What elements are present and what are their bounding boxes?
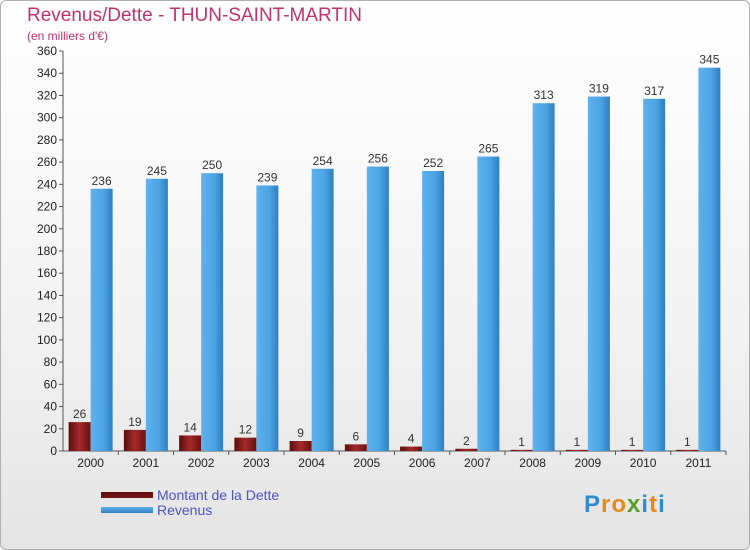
- y-tick-label: 100: [37, 333, 57, 347]
- x-tick-label: 2000: [77, 456, 104, 470]
- data-label-revenus: 254: [313, 154, 333, 168]
- y-tick-label: 80: [44, 355, 58, 369]
- x-tick-label: 2003: [243, 456, 270, 470]
- bar-debt: [400, 446, 423, 451]
- legend-item-debt: Montant de la Dette: [101, 486, 280, 503]
- data-label-revenus: 345: [699, 53, 719, 67]
- bar-revenus: [145, 178, 168, 451]
- y-tick-label: 120: [37, 311, 57, 325]
- data-label-debt: 19: [128, 415, 142, 429]
- data-label-debt: 1: [629, 435, 636, 449]
- data-label-revenus: 236: [92, 174, 112, 188]
- bar-chart: 0 20 40 60 80 100 120 140 160 180 200 220 240 260 280 3…: [37, 44, 727, 470]
- legend-label-revenus: Revenus: [157, 501, 213, 518]
- chart-title: Revenus/Dette - THUN-SAINT-MARTIN: [27, 5, 363, 26]
- y-tick-label: 180: [37, 244, 57, 258]
- bar-debt: [234, 437, 257, 451]
- data-label-revenus: 319: [589, 82, 609, 96]
- bar-debt: [344, 444, 367, 451]
- y-tick-label: 240: [37, 177, 57, 191]
- y-tick-label: 20: [44, 422, 58, 436]
- data-label-revenus: 313: [534, 88, 554, 102]
- data-label-debt: 12: [239, 423, 253, 437]
- y-tick-label: 360: [37, 44, 57, 58]
- data-label-revenus: 265: [478, 142, 498, 156]
- bar-revenus: [532, 103, 555, 451]
- legend-item-revenus: Revenus: [101, 501, 279, 518]
- data-label-debt: 26: [73, 407, 87, 421]
- bar-debt: [455, 448, 478, 451]
- bar-revenus: [366, 166, 389, 452]
- y-tick-label: 340: [37, 66, 57, 80]
- bar-debt: [565, 449, 588, 451]
- y-tick-label: 320: [37, 88, 57, 102]
- data-label-debt: 2: [463, 434, 470, 448]
- x-tick-label: 2008: [519, 456, 546, 470]
- y-tick-label: 160: [37, 266, 57, 280]
- proxiti-logo: Proxiti: [584, 491, 666, 518]
- legend-swatch-debt: [101, 491, 153, 498]
- bar-debt: [621, 449, 644, 451]
- bar-debt: [510, 449, 533, 451]
- chart-legend: Montant de la Dette Revenus: [101, 486, 280, 518]
- x-tick-label: 2004: [298, 456, 325, 470]
- data-label-debt: 1: [518, 435, 525, 449]
- y-tick-label: 300: [37, 111, 57, 125]
- data-label-revenus: 250: [202, 158, 222, 172]
- y-tick-label: 140: [37, 288, 57, 302]
- bar-revenus: [201, 173, 224, 451]
- data-label-revenus: 256: [368, 152, 388, 166]
- data-label-debt: 14: [183, 420, 197, 434]
- bar-debt: [68, 422, 91, 451]
- bar-revenus: [698, 67, 721, 452]
- bar-debt: [123, 429, 146, 451]
- data-label-debt: 4: [408, 432, 415, 446]
- bar-revenus: [256, 185, 279, 451]
- x-tick-label: 2005: [354, 456, 381, 470]
- y-tick-label: 280: [37, 133, 57, 147]
- bar-debt: [179, 435, 202, 451]
- data-label-revenus: 245: [147, 164, 167, 178]
- y-tick-label: 260: [37, 155, 57, 169]
- legend-label-debt: Montant de la Dette: [157, 486, 280, 503]
- data-label-debt: 1: [684, 435, 691, 449]
- bar-revenus: [90, 188, 113, 451]
- y-tick-label: 60: [44, 377, 58, 391]
- bar-revenus: [311, 168, 334, 451]
- data-label-revenus: 317: [644, 84, 664, 98]
- legend-swatch-revenus: [101, 506, 153, 513]
- data-label-debt: 1: [574, 435, 581, 449]
- data-label-debt: 6: [353, 429, 360, 443]
- x-tick-label: 2007: [464, 456, 491, 470]
- y-tick-label: 0: [50, 444, 57, 458]
- x-tick-label: 2009: [575, 456, 602, 470]
- bar-revenus: [643, 98, 666, 452]
- data-label-revenus: 239: [257, 170, 277, 184]
- x-tick-label: 2006: [409, 456, 436, 470]
- chart-subtitle: (en milliers d'€): [27, 29, 108, 43]
- data-label-revenus: 252: [423, 156, 443, 170]
- bar-debt: [676, 449, 699, 451]
- bar-revenus: [422, 171, 445, 451]
- x-tick-label: 2011: [685, 456, 711, 470]
- y-tick-label: 200: [37, 222, 57, 236]
- y-tick-label: 40: [44, 400, 58, 414]
- bar-revenus: [587, 96, 610, 452]
- y-tick-label: 220: [37, 200, 57, 214]
- x-tick-label: 2010: [630, 456, 657, 470]
- x-tick-label: 2001: [133, 456, 160, 470]
- bar-debt: [289, 441, 312, 451]
- x-tick-label: 2002: [188, 456, 215, 470]
- bar-revenus: [477, 156, 500, 452]
- data-label-debt: 9: [297, 426, 304, 440]
